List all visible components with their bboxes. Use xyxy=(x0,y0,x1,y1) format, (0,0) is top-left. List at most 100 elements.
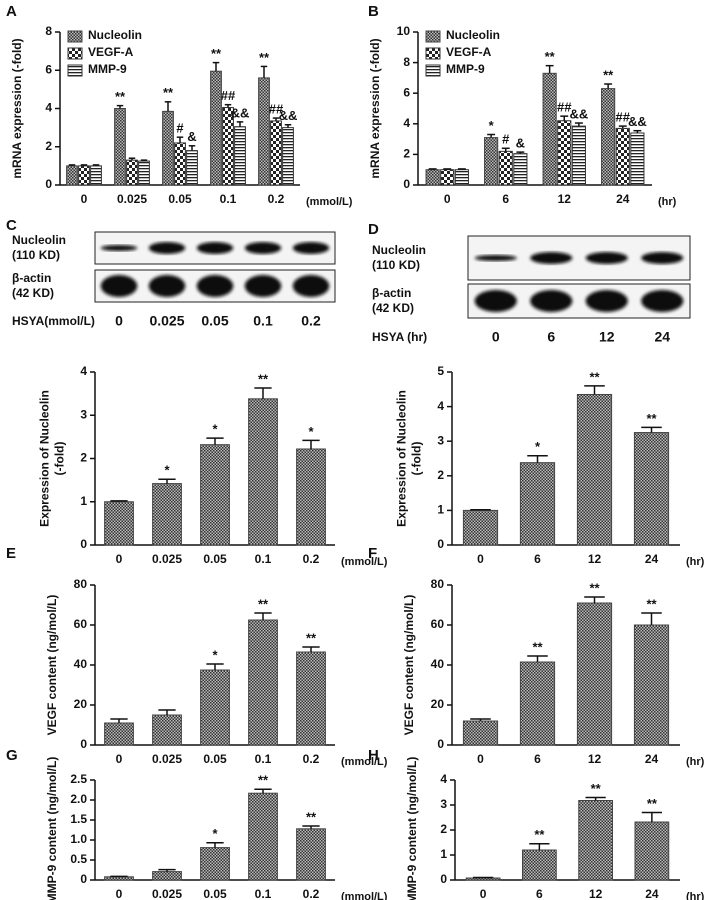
x-tick-label: 0 xyxy=(116,552,123,566)
bar xyxy=(522,849,557,881)
blot-row-label: β-actin xyxy=(372,286,411,300)
error-bar xyxy=(284,124,292,128)
x-tick-label: 24 xyxy=(645,752,659,766)
significance-label: ** xyxy=(211,46,222,61)
bar xyxy=(630,132,645,186)
error-bar xyxy=(206,437,224,445)
legend-swatch xyxy=(425,47,441,60)
blot-band xyxy=(474,255,517,261)
bar xyxy=(248,619,278,746)
error-bar xyxy=(487,133,496,138)
y-tick-label: 40 xyxy=(431,657,445,671)
y-tick-label: 4 xyxy=(80,364,87,378)
error-bar xyxy=(110,500,128,502)
blot-band xyxy=(196,275,234,297)
blot-band xyxy=(641,290,684,312)
blot-band xyxy=(530,290,573,312)
bar xyxy=(576,393,613,546)
bar xyxy=(578,800,613,881)
error-bar xyxy=(516,151,525,154)
y-tick-label: 0 xyxy=(80,537,87,551)
blot-band xyxy=(244,275,282,297)
error-bar xyxy=(224,103,232,108)
significance-label: * xyxy=(212,422,218,437)
bar xyxy=(576,602,613,746)
panel-letter: F xyxy=(368,545,377,562)
bar xyxy=(571,125,586,186)
significance-label: # xyxy=(502,132,510,147)
panel-letter: B xyxy=(368,3,379,20)
error-bar xyxy=(140,159,148,162)
significance-label: && xyxy=(231,105,250,120)
error-bar xyxy=(457,168,466,170)
x-unit-label: (hr) xyxy=(686,891,705,900)
panel-letter: A xyxy=(6,3,17,20)
x-unit-label: (mmol/L) xyxy=(306,196,353,208)
error-bar xyxy=(80,164,88,166)
significance-label: && xyxy=(279,108,298,123)
significance-label: ** xyxy=(258,596,269,611)
error-bar xyxy=(584,596,605,603)
panel-letter: E xyxy=(6,545,16,562)
significance-label: ** xyxy=(603,67,614,82)
error-bar xyxy=(302,439,320,449)
blot-lane-label: 0 xyxy=(492,329,500,345)
significance-label: * xyxy=(535,439,541,454)
error-bar xyxy=(501,147,510,152)
y-tick-label: 0 xyxy=(80,872,87,886)
significance-label: * xyxy=(212,826,218,841)
blot-band xyxy=(148,242,186,254)
blot-band xyxy=(292,275,330,297)
significance-label: ** xyxy=(532,639,543,654)
x-tick-label: 0.2 xyxy=(303,552,320,566)
legend-swatch xyxy=(67,47,83,60)
y-axis-label: mRNA expression (-fold) xyxy=(368,38,382,178)
y-tick-label: 1.0 xyxy=(70,832,87,846)
y-tick-label: 4 xyxy=(403,116,410,130)
x-tick-label: 0.025 xyxy=(152,752,182,766)
x-tick-label: 0.05 xyxy=(203,752,227,766)
y-axis-label: (-fold) xyxy=(410,442,424,476)
blot-band xyxy=(100,245,138,251)
bar xyxy=(615,127,630,186)
bar xyxy=(296,448,326,546)
legend-swatch xyxy=(67,64,83,77)
blot-lane-label: 0.2 xyxy=(301,313,321,329)
blot-band xyxy=(585,252,628,264)
y-axis-label: Expression of Nucleolin xyxy=(395,390,409,527)
y-tick-label: 0 xyxy=(403,177,410,191)
significance-label: ** xyxy=(115,89,126,104)
x-unit-label: (mmol/L) xyxy=(341,556,388,568)
bar xyxy=(66,165,78,186)
x-tick-label: 12 xyxy=(558,192,572,206)
significance-label: ## xyxy=(269,102,284,117)
error-bar xyxy=(527,655,548,662)
legend-label: MMP-9 xyxy=(88,62,127,76)
x-tick-label: 0 xyxy=(116,887,123,900)
error-bar xyxy=(529,843,550,850)
error-bar xyxy=(158,478,176,484)
error-bar xyxy=(116,104,124,109)
y-tick-label: 3 xyxy=(80,407,87,421)
x-tick-label: 0 xyxy=(477,752,484,766)
bar xyxy=(138,160,150,186)
x-tick-label: 0.1 xyxy=(255,887,272,900)
y-axis-label: VEGF content (ng/mol/L) xyxy=(402,595,416,736)
significance-label: ** xyxy=(545,49,556,64)
error-bar xyxy=(527,454,548,463)
y-tick-label: 3 xyxy=(440,797,447,811)
error-bar xyxy=(302,825,320,829)
x-unit-label: (mmol/L) xyxy=(341,891,388,900)
error-bar xyxy=(260,65,268,78)
significance-label: ** xyxy=(259,50,270,65)
bar xyxy=(601,88,616,186)
blot-lane-label: 0.025 xyxy=(149,313,184,329)
blot-band xyxy=(641,252,684,264)
blot-row-label: Nucleolin xyxy=(12,233,66,247)
bar xyxy=(270,120,282,186)
y-tick-label: 80 xyxy=(74,577,88,591)
bar xyxy=(634,821,670,881)
bar xyxy=(200,847,230,881)
error-bar xyxy=(128,157,136,161)
